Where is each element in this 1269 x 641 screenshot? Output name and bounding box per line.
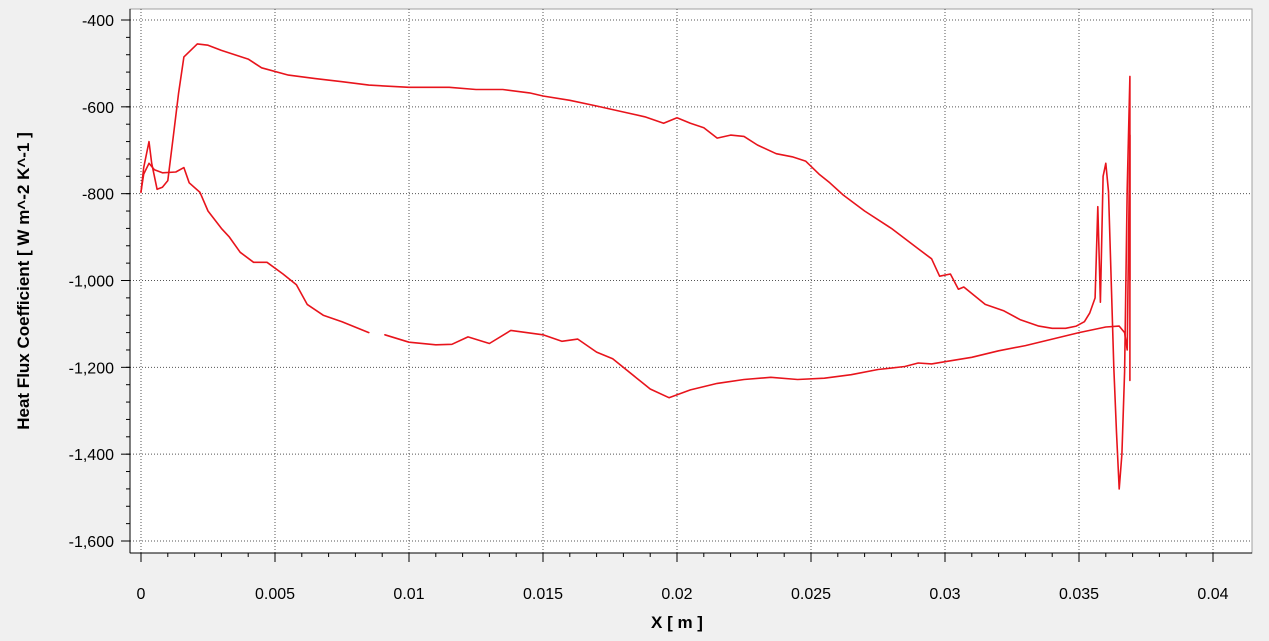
y-tick-label-0: -400 (82, 13, 114, 30)
series-line-1 (140, 134, 1131, 399)
y-tick-label-1: -600 (82, 100, 114, 117)
series-group (140, 43, 1131, 490)
series-line-0 (140, 43, 1131, 490)
x-tick-label-8: 0.04 (1197, 586, 1228, 603)
gridlines (130, 9, 1252, 553)
x-axis-title: X [ m ] (651, 613, 703, 632)
x-tick-label-6: 0.03 (929, 586, 960, 603)
y-tick-label-4: -1,200 (69, 360, 114, 377)
x-tick-label-2: 0.01 (393, 586, 424, 603)
axes: 0 0.005 0.01 0.015 0.02 0.025 0.03 0.035 0.04 -40… (69, 9, 1252, 603)
x-tick-label-3: 0.015 (523, 586, 563, 603)
y-tick-label-3: -1,000 (69, 274, 114, 291)
y-tick-label-6: -1,600 (69, 534, 114, 551)
y-axis-title: Heat Flux Coefficient [ W m^-2 K^-1 ] (14, 132, 33, 430)
x-tick-label-0: 0 (137, 586, 146, 603)
y-tick-label-5: -1,400 (69, 447, 114, 464)
x-tick-label-7: 0.035 (1059, 586, 1099, 603)
x-tick-label-4: 0.02 (661, 586, 692, 603)
x-tick-label-5: 0.025 (791, 586, 831, 603)
x-tick-label-1: 0.005 (255, 586, 295, 603)
y-tick-label-2: -800 (82, 187, 114, 204)
